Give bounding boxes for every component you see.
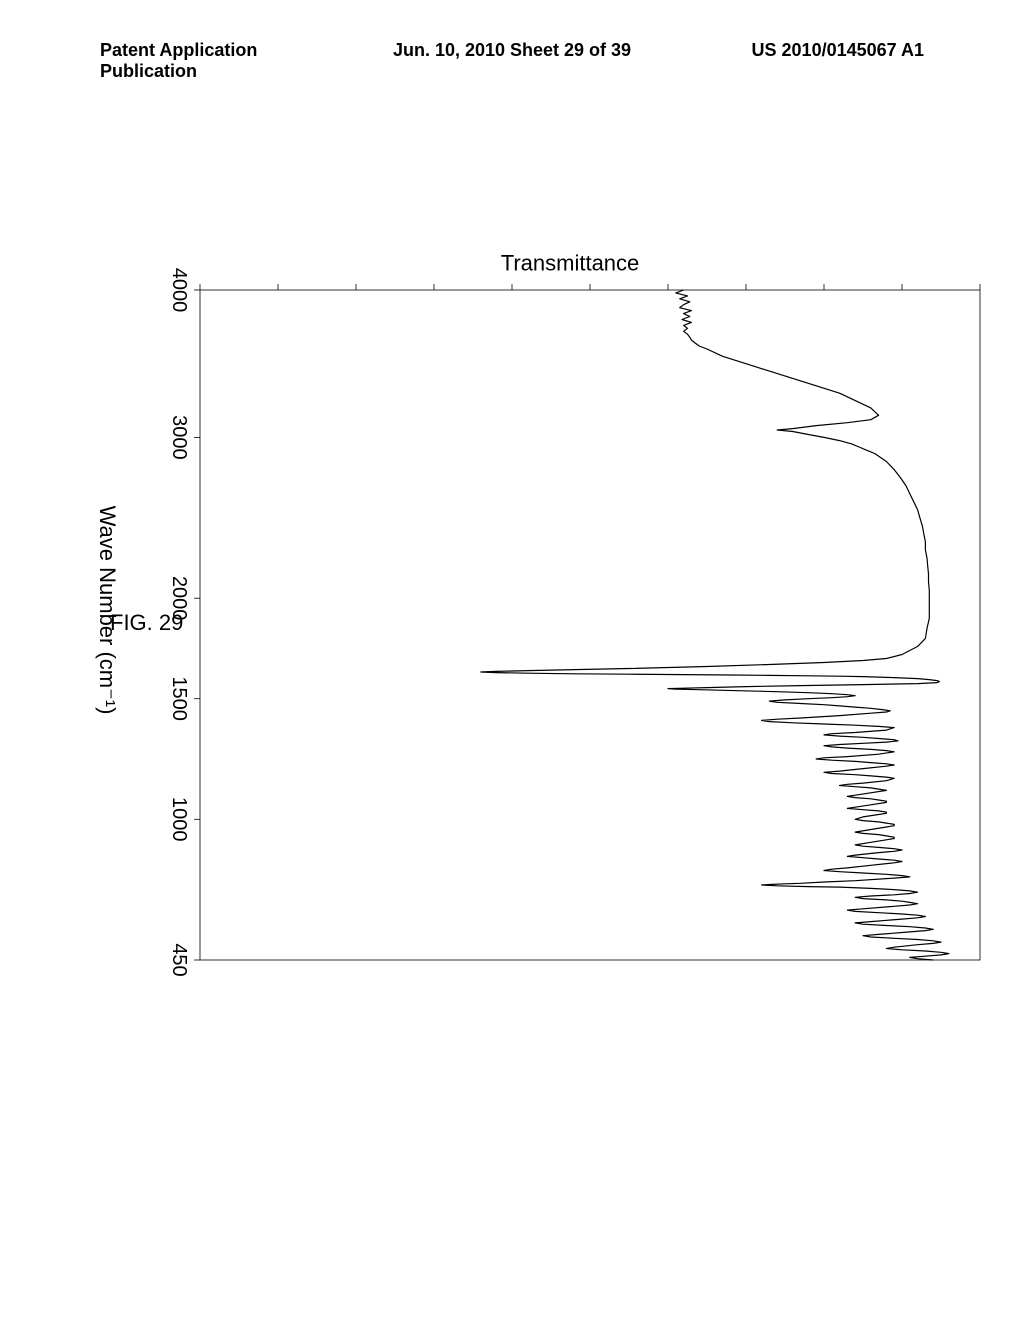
x-tick-label: 1000 [167,797,190,842]
x-tick-label: 2000 [167,576,190,621]
chart-svg [140,240,1000,980]
page-header: Patent Application Publication Jun. 10, … [0,40,1024,82]
header-mid: Jun. 10, 2010 Sheet 29 of 39 [358,40,667,82]
header-right: US 2010/0145067 A1 [667,40,925,82]
header-left: Patent Application Publication [100,40,358,82]
x-tick-label: 450 [167,943,190,976]
y-axis-label: Transmittance [501,250,640,276]
ir-spectrum-chart: Wave Number (cm⁻¹) Transmittance 4000300… [140,240,1000,980]
x-axis-label: Wave Number (cm⁻¹) [94,506,120,715]
x-tick-label: 4000 [167,268,190,313]
x-tick-label: 1500 [167,676,190,721]
x-tick-label: 3000 [167,415,190,460]
